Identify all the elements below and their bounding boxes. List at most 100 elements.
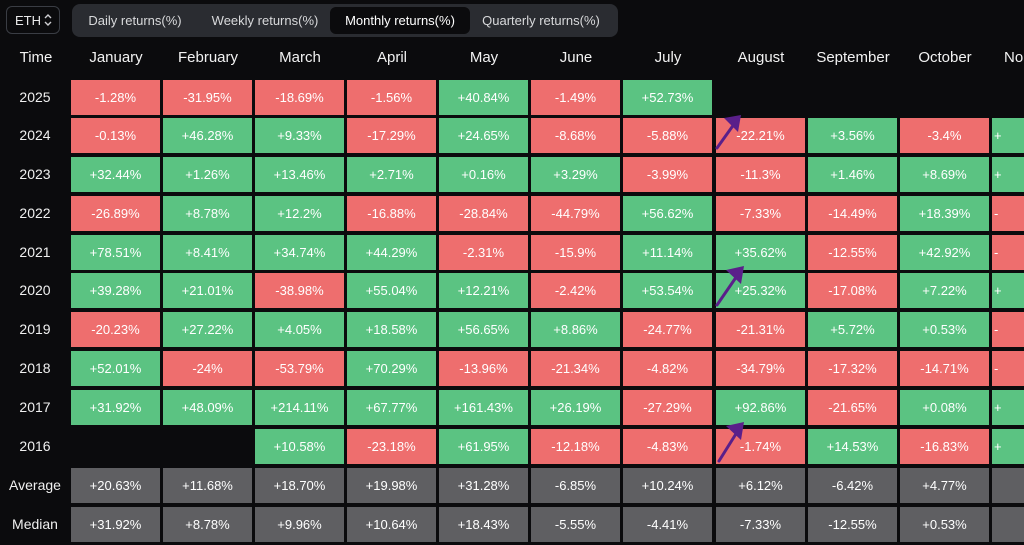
return-cell[interactable]: +34.74% (255, 235, 344, 270)
return-cell[interactable]: +46.28% (163, 118, 252, 153)
return-cell[interactable]: -1.28% (71, 80, 160, 115)
return-cell[interactable]: +8.69% (900, 157, 989, 192)
return-cell[interactable]: -0.13% (71, 118, 160, 153)
return-cell[interactable]: + (992, 390, 1024, 425)
return-cell[interactable]: +161.43% (439, 390, 528, 425)
return-cell[interactable]: -21.65% (808, 390, 897, 425)
return-cell[interactable]: +40.84% (439, 80, 528, 115)
return-cell[interactable]: +4.05% (255, 312, 344, 347)
tab-daily-returns[interactable]: Daily returns(%) (88, 13, 182, 28)
return-cell[interactable]: +8.41% (163, 235, 252, 270)
return-cell[interactable]: +31.92% (71, 390, 160, 425)
return-cell[interactable]: +0.53% (900, 312, 989, 347)
return-cell[interactable]: -14.71% (900, 351, 989, 386)
return-cell[interactable]: +0.08% (900, 390, 989, 425)
return-cell[interactable]: -44.79% (531, 196, 620, 231)
return-cell[interactable]: -23.18% (347, 429, 436, 464)
return-cell[interactable]: +214.11% (255, 390, 344, 425)
return-cell[interactable]: + (992, 273, 1024, 308)
return-cell[interactable]: -12.55% (808, 235, 897, 270)
return-cell[interactable]: -34.79% (716, 351, 805, 386)
return-cell[interactable]: -16.83% (900, 429, 989, 464)
return-cell[interactable]: +24.65% (439, 118, 528, 153)
return-cell[interactable]: +52.73% (623, 80, 712, 115)
return-cell[interactable]: +21.01% (163, 273, 252, 308)
return-cell[interactable]: -13.96% (439, 351, 528, 386)
return-cell[interactable]: +12.21% (439, 273, 528, 308)
tab-monthly-returns[interactable]: Monthly returns(%) (330, 7, 470, 34)
return-cell[interactable]: +18.39% (900, 196, 989, 231)
return-cell[interactable]: +25.32% (716, 273, 805, 308)
return-cell[interactable]: -3.4% (900, 118, 989, 153)
return-cell[interactable]: -31.95% (163, 80, 252, 115)
tab-weekly-returns[interactable]: Weekly returns(%) (211, 13, 319, 28)
return-cell[interactable]: +3.29% (531, 157, 620, 192)
return-cell[interactable]: -1.49% (531, 80, 620, 115)
return-cell[interactable]: -15.9% (531, 235, 620, 270)
return-cell[interactable]: +8.78% (163, 196, 252, 231)
return-cell[interactable]: +39.28% (71, 273, 160, 308)
return-cell[interactable]: +0.16% (439, 157, 528, 192)
return-cell[interactable]: +61.95% (439, 429, 528, 464)
return-cell[interactable]: + (992, 157, 1024, 192)
tab-quarterly-returns[interactable]: Quarterly returns(%) (482, 13, 600, 28)
return-cell[interactable]: -4.83% (623, 429, 712, 464)
return-cell[interactable]: + (992, 429, 1024, 464)
return-cell[interactable]: +42.92% (900, 235, 989, 270)
return-cell[interactable]: -21.34% (531, 351, 620, 386)
return-cell[interactable]: -21.31% (716, 312, 805, 347)
return-cell[interactable]: -28.84% (439, 196, 528, 231)
return-cell[interactable]: +92.86% (716, 390, 805, 425)
return-cell[interactable]: -20.23% (71, 312, 160, 347)
return-cell[interactable]: +44.29% (347, 235, 436, 270)
return-cell[interactable]: -5.88% (623, 118, 712, 153)
return-cell[interactable]: +12.2% (255, 196, 344, 231)
return-cell[interactable]: +5.72% (808, 312, 897, 347)
return-cell[interactable]: +35.62% (716, 235, 805, 270)
asset-select[interactable]: ETH (6, 6, 60, 34)
return-cell[interactable]: -17.29% (347, 118, 436, 153)
return-cell[interactable]: +11.14% (623, 235, 712, 270)
return-cell[interactable]: -53.79% (255, 351, 344, 386)
return-cell[interactable]: - (992, 235, 1024, 270)
return-cell[interactable]: -4.82% (623, 351, 712, 386)
return-cell[interactable]: -26.89% (71, 196, 160, 231)
return-cell[interactable]: -12.18% (531, 429, 620, 464)
return-cell[interactable]: -1.56% (347, 80, 436, 115)
return-cell[interactable]: -22.21% (716, 118, 805, 153)
return-cell[interactable]: +1.26% (163, 157, 252, 192)
return-cell[interactable]: -1.74% (716, 429, 805, 464)
return-cell[interactable]: +53.54% (623, 273, 712, 308)
return-cell[interactable]: +56.65% (439, 312, 528, 347)
return-cell[interactable]: -16.88% (347, 196, 436, 231)
return-cell[interactable]: +7.22% (900, 273, 989, 308)
return-cell[interactable]: +9.33% (255, 118, 344, 153)
return-cell[interactable]: +13.46% (255, 157, 344, 192)
return-cell[interactable]: +48.09% (163, 390, 252, 425)
return-cell[interactable]: -2.31% (439, 235, 528, 270)
return-cell[interactable]: +14.53% (808, 429, 897, 464)
return-cell[interactable]: +3.56% (808, 118, 897, 153)
return-cell[interactable]: +67.77% (347, 390, 436, 425)
return-cell[interactable]: - (992, 351, 1024, 386)
return-cell[interactable]: -18.69% (255, 80, 344, 115)
return-cell[interactable]: -11.3% (716, 157, 805, 192)
return-cell[interactable]: +10.58% (255, 429, 344, 464)
return-cell[interactable]: -27.29% (623, 390, 712, 425)
return-cell[interactable]: +78.51% (71, 235, 160, 270)
return-cell[interactable]: -24.77% (623, 312, 712, 347)
return-cell[interactable]: + (992, 118, 1024, 153)
return-cell[interactable]: +56.62% (623, 196, 712, 231)
return-cell[interactable]: - (992, 312, 1024, 347)
return-cell[interactable]: -3.99% (623, 157, 712, 192)
return-cell[interactable]: +55.04% (347, 273, 436, 308)
return-cell[interactable]: +52.01% (71, 351, 160, 386)
return-cell[interactable]: -17.32% (808, 351, 897, 386)
return-cell[interactable]: - (992, 196, 1024, 231)
return-cell[interactable]: +1.46% (808, 157, 897, 192)
return-cell[interactable]: -24% (163, 351, 252, 386)
return-cell[interactable]: -38.98% (255, 273, 344, 308)
return-cell[interactable]: +18.58% (347, 312, 436, 347)
return-cell[interactable]: -2.42% (531, 273, 620, 308)
return-cell[interactable]: +32.44% (71, 157, 160, 192)
